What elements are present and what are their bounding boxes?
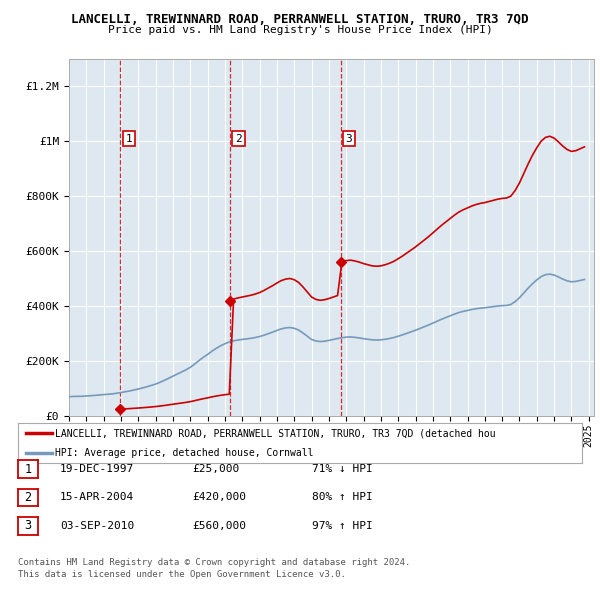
Text: 1: 1 — [125, 133, 132, 143]
Text: 2: 2 — [25, 491, 31, 504]
Text: Price paid vs. HM Land Registry's House Price Index (HPI): Price paid vs. HM Land Registry's House … — [107, 25, 493, 35]
Text: 3: 3 — [25, 519, 31, 532]
Text: LANCELLI, TREWINNARD ROAD, PERRANWELL STATION, TRURO, TR3 7QD: LANCELLI, TREWINNARD ROAD, PERRANWELL ST… — [71, 13, 529, 26]
Text: 3: 3 — [346, 133, 352, 143]
Text: 19-DEC-1997: 19-DEC-1997 — [60, 464, 134, 474]
Text: 15-APR-2004: 15-APR-2004 — [60, 493, 134, 502]
Text: £560,000: £560,000 — [192, 521, 246, 530]
Text: 71% ↓ HPI: 71% ↓ HPI — [312, 464, 373, 474]
Text: 1: 1 — [25, 463, 31, 476]
Text: £25,000: £25,000 — [192, 464, 239, 474]
Text: This data is licensed under the Open Government Licence v3.0.: This data is licensed under the Open Gov… — [18, 570, 346, 579]
Text: LANCELLI, TREWINNARD ROAD, PERRANWELL STATION, TRURO, TR3 7QD (detached hou: LANCELLI, TREWINNARD ROAD, PERRANWELL ST… — [55, 428, 495, 438]
Text: 97% ↑ HPI: 97% ↑ HPI — [312, 521, 373, 530]
Text: £420,000: £420,000 — [192, 493, 246, 502]
Text: 80% ↑ HPI: 80% ↑ HPI — [312, 493, 373, 502]
Text: HPI: Average price, detached house, Cornwall: HPI: Average price, detached house, Corn… — [55, 448, 313, 458]
Text: Contains HM Land Registry data © Crown copyright and database right 2024.: Contains HM Land Registry data © Crown c… — [18, 558, 410, 567]
Text: 03-SEP-2010: 03-SEP-2010 — [60, 521, 134, 530]
Text: 2: 2 — [235, 133, 242, 143]
